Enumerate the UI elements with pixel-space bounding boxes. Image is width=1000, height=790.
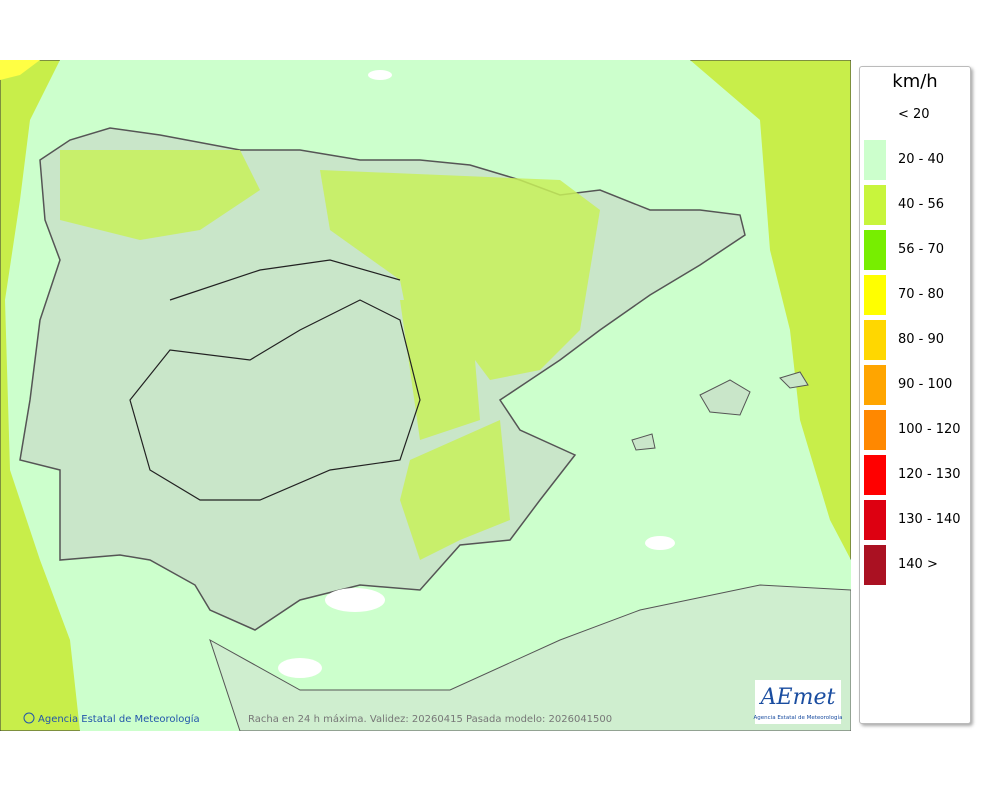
legend-swatch bbox=[864, 95, 886, 135]
legend-label: 70 - 80 bbox=[898, 287, 945, 302]
legend-label: 20 - 40 bbox=[898, 152, 945, 167]
legend-label: < 20 bbox=[898, 107, 930, 122]
legend-swatch bbox=[864, 185, 886, 225]
mallorca bbox=[699, 379, 751, 416]
legend-label: 56 - 70 bbox=[898, 242, 945, 257]
ibiza bbox=[631, 433, 656, 451]
legend-swatch bbox=[864, 275, 886, 315]
africa bbox=[209, 584, 851, 731]
legend-label: 80 - 90 bbox=[898, 332, 945, 347]
logo-box bbox=[755, 680, 841, 724]
patch bbox=[325, 588, 385, 612]
legend-label: 140 > bbox=[898, 557, 938, 572]
legend: km/h < 20 20 - 40 40 - 56 56 - 70 70 - 80 80 … bbox=[859, 66, 971, 724]
region-borders bbox=[129, 259, 421, 501]
legend-unit: km/h bbox=[892, 71, 938, 92]
legend-swatch bbox=[864, 455, 886, 495]
legend-label: 40 - 56 bbox=[898, 197, 945, 212]
caption: Racha en 24 h máxima. Validez: 20260415 … bbox=[248, 713, 612, 725]
legend-label: 90 - 100 bbox=[898, 377, 953, 392]
menorca bbox=[779, 371, 809, 389]
patch bbox=[645, 536, 675, 550]
legend-swatch bbox=[864, 140, 886, 180]
wind-40-56 bbox=[60, 150, 600, 560]
patch bbox=[368, 70, 392, 80]
credit: Agencia Estatal de Meteorología bbox=[38, 713, 200, 725]
legend-label: 120 - 130 bbox=[898, 467, 961, 482]
patch bbox=[278, 658, 322, 678]
legend-label: 130 - 140 bbox=[898, 512, 961, 527]
legend-label: 100 - 120 bbox=[898, 422, 961, 437]
logo-title: AEmet bbox=[759, 685, 836, 710]
copyright-icon bbox=[23, 712, 35, 724]
map: Agencia Estatal de Meteorología Racha en… bbox=[0, 60, 851, 731]
legend-swatch bbox=[864, 320, 886, 360]
patch bbox=[0, 60, 40, 80]
legend-swatch bbox=[864, 365, 886, 405]
legend-swatch bbox=[864, 545, 886, 585]
logo-subtitle: Agencia Estatal de Meteorología bbox=[754, 714, 843, 721]
legend-swatch bbox=[864, 230, 886, 270]
legend-swatch bbox=[864, 500, 886, 540]
legend-swatch bbox=[864, 410, 886, 450]
